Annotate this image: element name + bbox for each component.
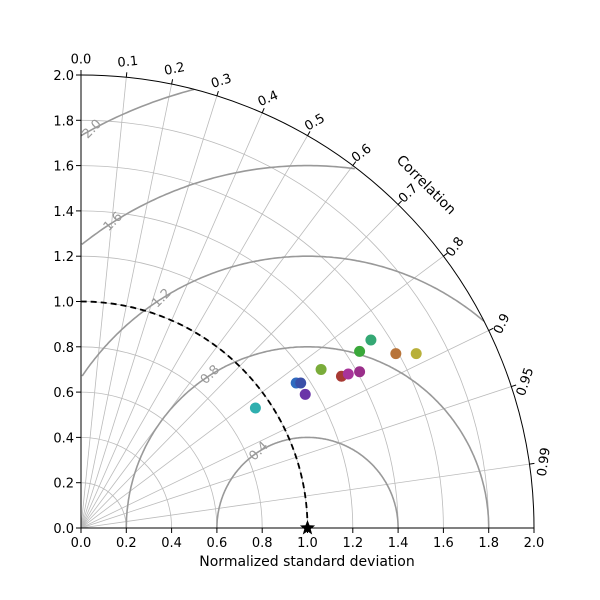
correlation-tick-label: 0.1 [117, 54, 139, 71]
correlation-tick-mark [511, 384, 517, 388]
std-grid-arc [80, 391, 218, 529]
y-tick-label: 0.2 [53, 477, 74, 492]
y-tick-label: 0.6 [53, 386, 74, 401]
std-grid-arc [80, 346, 263, 529]
x-tick-label: 1.0 [297, 536, 318, 551]
correlation-tick-label: 0.2 [163, 60, 186, 79]
data-point [295, 377, 307, 389]
std-grid-arc [80, 119, 490, 529]
reference-star-marker [299, 520, 316, 535]
std-grid-arc [80, 165, 444, 529]
x-tick-label: 0.2 [116, 536, 137, 551]
reference-std-arc [80, 300, 309, 529]
x-axis-label: Normalized standard deviation [199, 554, 414, 570]
rms-contour-label: 1.2 [149, 286, 174, 311]
rms-contour [216, 436, 399, 528]
std-grid-arc [80, 210, 399, 529]
correlation-tick-label: 0.9 [491, 311, 514, 336]
data-points [249, 334, 422, 535]
correlation-tick-mark [529, 462, 535, 465]
y-tick-label: 0.8 [53, 341, 74, 356]
rms-contour [80, 88, 195, 137]
y-tick-label: 0.0 [53, 522, 74, 537]
correlation-tick-label: 0.8 [443, 234, 467, 260]
data-point [365, 334, 377, 346]
data-point [354, 345, 366, 357]
x-tick-label: 1.8 [478, 536, 499, 551]
y-tick-label: 1.4 [53, 205, 74, 220]
x-tick-label: 1.4 [388, 536, 409, 551]
correlation-tick-mark [352, 161, 357, 166]
correlation-tick-label: 0.95 [514, 366, 537, 398]
y-tick-label: 1.2 [53, 250, 74, 265]
correlation-tick-label: 0.5 [302, 111, 327, 134]
rms-contour-label: 0.8 [198, 362, 223, 387]
correlation-tick-mark [488, 327, 494, 331]
correlation-tick-mark [397, 200, 402, 205]
outer-correlation-arc [80, 74, 535, 529]
y-tick-label: 1.8 [53, 114, 74, 129]
correlation-tick-mark [216, 90, 219, 97]
data-point [410, 348, 422, 360]
x-tick-label: 1.6 [433, 536, 454, 551]
grid-layer [80, 75, 530, 529]
correlation-tick-label: 0.0 [71, 53, 92, 68]
correlation-tick-label: 0.99 [535, 447, 554, 478]
correlation-axis-label: Correlation [393, 152, 459, 218]
data-point [390, 348, 402, 360]
rms-contour [81, 164, 355, 246]
data-point [354, 366, 366, 378]
correlation-grid-line [80, 165, 354, 529]
data-point [249, 402, 261, 414]
x-tick-label: 0.6 [207, 536, 228, 551]
x-tick-label: 0.0 [71, 536, 92, 551]
std-grid-arc [80, 482, 127, 529]
x-tick-label: 2.0 [524, 536, 545, 551]
correlation-tick-mark [261, 108, 265, 114]
y-tick-label: 1.0 [53, 296, 74, 311]
correlation-tick-mark [171, 79, 174, 85]
data-point [315, 363, 327, 375]
correlation-tick-mark [125, 72, 128, 78]
rms-contour [81, 255, 485, 377]
y-tick-label: 0.4 [53, 431, 74, 446]
correlation-grid-line [80, 95, 218, 529]
y-tick-label: 2.0 [53, 69, 74, 84]
correlation-tick-mark [443, 252, 448, 257]
std-grid-arc [80, 255, 354, 529]
data-point [342, 368, 354, 380]
rms-contour [125, 346, 490, 528]
data-point [299, 388, 311, 400]
correlation-tick-label: 0.3 [209, 71, 233, 92]
correlation-grid-line [80, 135, 308, 529]
correlation-tick-label: 0.6 [349, 141, 375, 165]
y-tick-label: 1.6 [53, 160, 74, 175]
rms-contour-label: 0.4 [246, 439, 271, 464]
x-tick-label: 0.8 [252, 536, 273, 551]
x-tick-label: 1.2 [342, 536, 363, 551]
correlation-tick-mark [307, 131, 311, 136]
correlation-tick-label: 0.4 [256, 88, 281, 110]
x-tick-label: 0.4 [161, 536, 182, 551]
